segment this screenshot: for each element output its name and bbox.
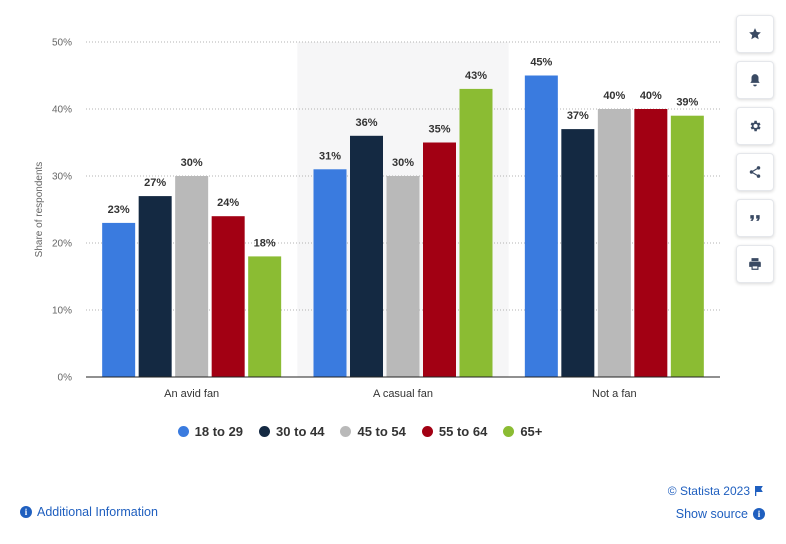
x-tick-label: Not a fan [592, 388, 637, 400]
legend-label: 30 to 44 [276, 424, 325, 439]
y-tick-label: 40% [52, 105, 72, 116]
data-label: 37% [567, 110, 589, 122]
bar[interactable] [313, 169, 347, 377]
additional-information-label: Additional Information [37, 505, 158, 519]
legend-marker [421, 426, 433, 437]
bar[interactable] [175, 176, 209, 377]
y-tick-label: 10% [52, 306, 72, 317]
bar[interactable] [423, 142, 456, 378]
x-tick-label: A casual fan [373, 388, 433, 400]
bar[interactable] [102, 222, 136, 377]
side-toolbar [736, 15, 774, 283]
legend-label: 65+ [520, 424, 543, 439]
data-label: 30% [181, 157, 203, 169]
bar[interactable] [561, 129, 595, 377]
star-icon [749, 28, 761, 40]
bar[interactable] [211, 216, 245, 377]
data-label: 31% [319, 150, 341, 162]
legend-item[interactable]: 45 to 54 [340, 424, 406, 439]
data-label: 36% [355, 117, 377, 129]
data-label: 35% [428, 124, 450, 136]
show-source-link[interactable]: Show source i [676, 507, 765, 521]
legend-label: 55 to 64 [438, 424, 488, 439]
legend-label: 18 to 29 [194, 424, 244, 439]
show-source-label: Show source [675, 507, 748, 521]
legend-marker [259, 426, 271, 437]
print-button[interactable] [736, 245, 774, 283]
copyright-link[interactable]: © Statista 2023 [668, 484, 764, 498]
legend-item[interactable]: 55 to 64 [421, 424, 488, 439]
copyright-label: © Statista 2023 [667, 484, 750, 498]
flag-icon [755, 486, 763, 496]
notification-button[interactable] [736, 61, 774, 99]
bar[interactable] [386, 176, 420, 377]
chart-legend: 18 to 29 30 to 44 45 to 54 55 to 64 65+ [0, 424, 720, 439]
print-icon [749, 258, 761, 270]
bar[interactable] [524, 75, 558, 378]
gear-icon [750, 120, 761, 132]
quote-icon [750, 215, 760, 221]
data-label: 24% [217, 197, 239, 209]
legend-item[interactable]: 65+ [503, 424, 542, 439]
data-label: 23% [108, 204, 130, 216]
bell-icon [750, 74, 760, 87]
bar[interactable] [350, 135, 383, 377]
bar[interactable] [138, 196, 172, 377]
data-label: 18% [254, 237, 276, 249]
bar-chart: 0% 10% 20% 30% 40% 50% Share of respondents 23%… [34, 38, 720, 400]
data-label: 39% [676, 97, 698, 109]
info-icon: i [20, 506, 32, 518]
data-label: 45% [530, 57, 552, 69]
y-tick-label: 30% [52, 172, 72, 183]
data-label: 40% [640, 90, 662, 102]
data-label: 43% [465, 70, 487, 82]
bar[interactable] [634, 109, 668, 377]
legend-marker [340, 426, 352, 437]
share-icon [749, 166, 761, 178]
additional-information-link[interactable]: i Additional Information [20, 505, 158, 519]
cite-button[interactable] [736, 199, 774, 237]
info-icon: i [753, 508, 765, 520]
bar[interactable] [670, 115, 704, 377]
y-tick-label: 0% [58, 373, 73, 384]
data-label: 30% [392, 157, 414, 169]
share-button[interactable] [736, 153, 774, 191]
legend-item[interactable]: 18 to 29 [177, 424, 244, 439]
y-tick-label: 20% [52, 239, 72, 250]
y-tick-label: 50% [52, 38, 72, 49]
bar[interactable] [597, 109, 631, 377]
legend-item[interactable]: 30 to 44 [259, 424, 324, 439]
y-axis-label: Share of respondents [34, 162, 45, 258]
favorite-button[interactable] [736, 15, 774, 53]
x-tick-label: An avid fan [164, 388, 219, 400]
legend-label: 45 to 54 [357, 424, 406, 439]
settings-button[interactable] [736, 107, 774, 145]
legend-marker [503, 426, 515, 437]
bar[interactable] [459, 88, 493, 378]
bar[interactable] [248, 256, 282, 377]
legend-marker [177, 426, 189, 437]
data-label: 27% [144, 177, 166, 189]
data-label: 40% [603, 90, 625, 102]
